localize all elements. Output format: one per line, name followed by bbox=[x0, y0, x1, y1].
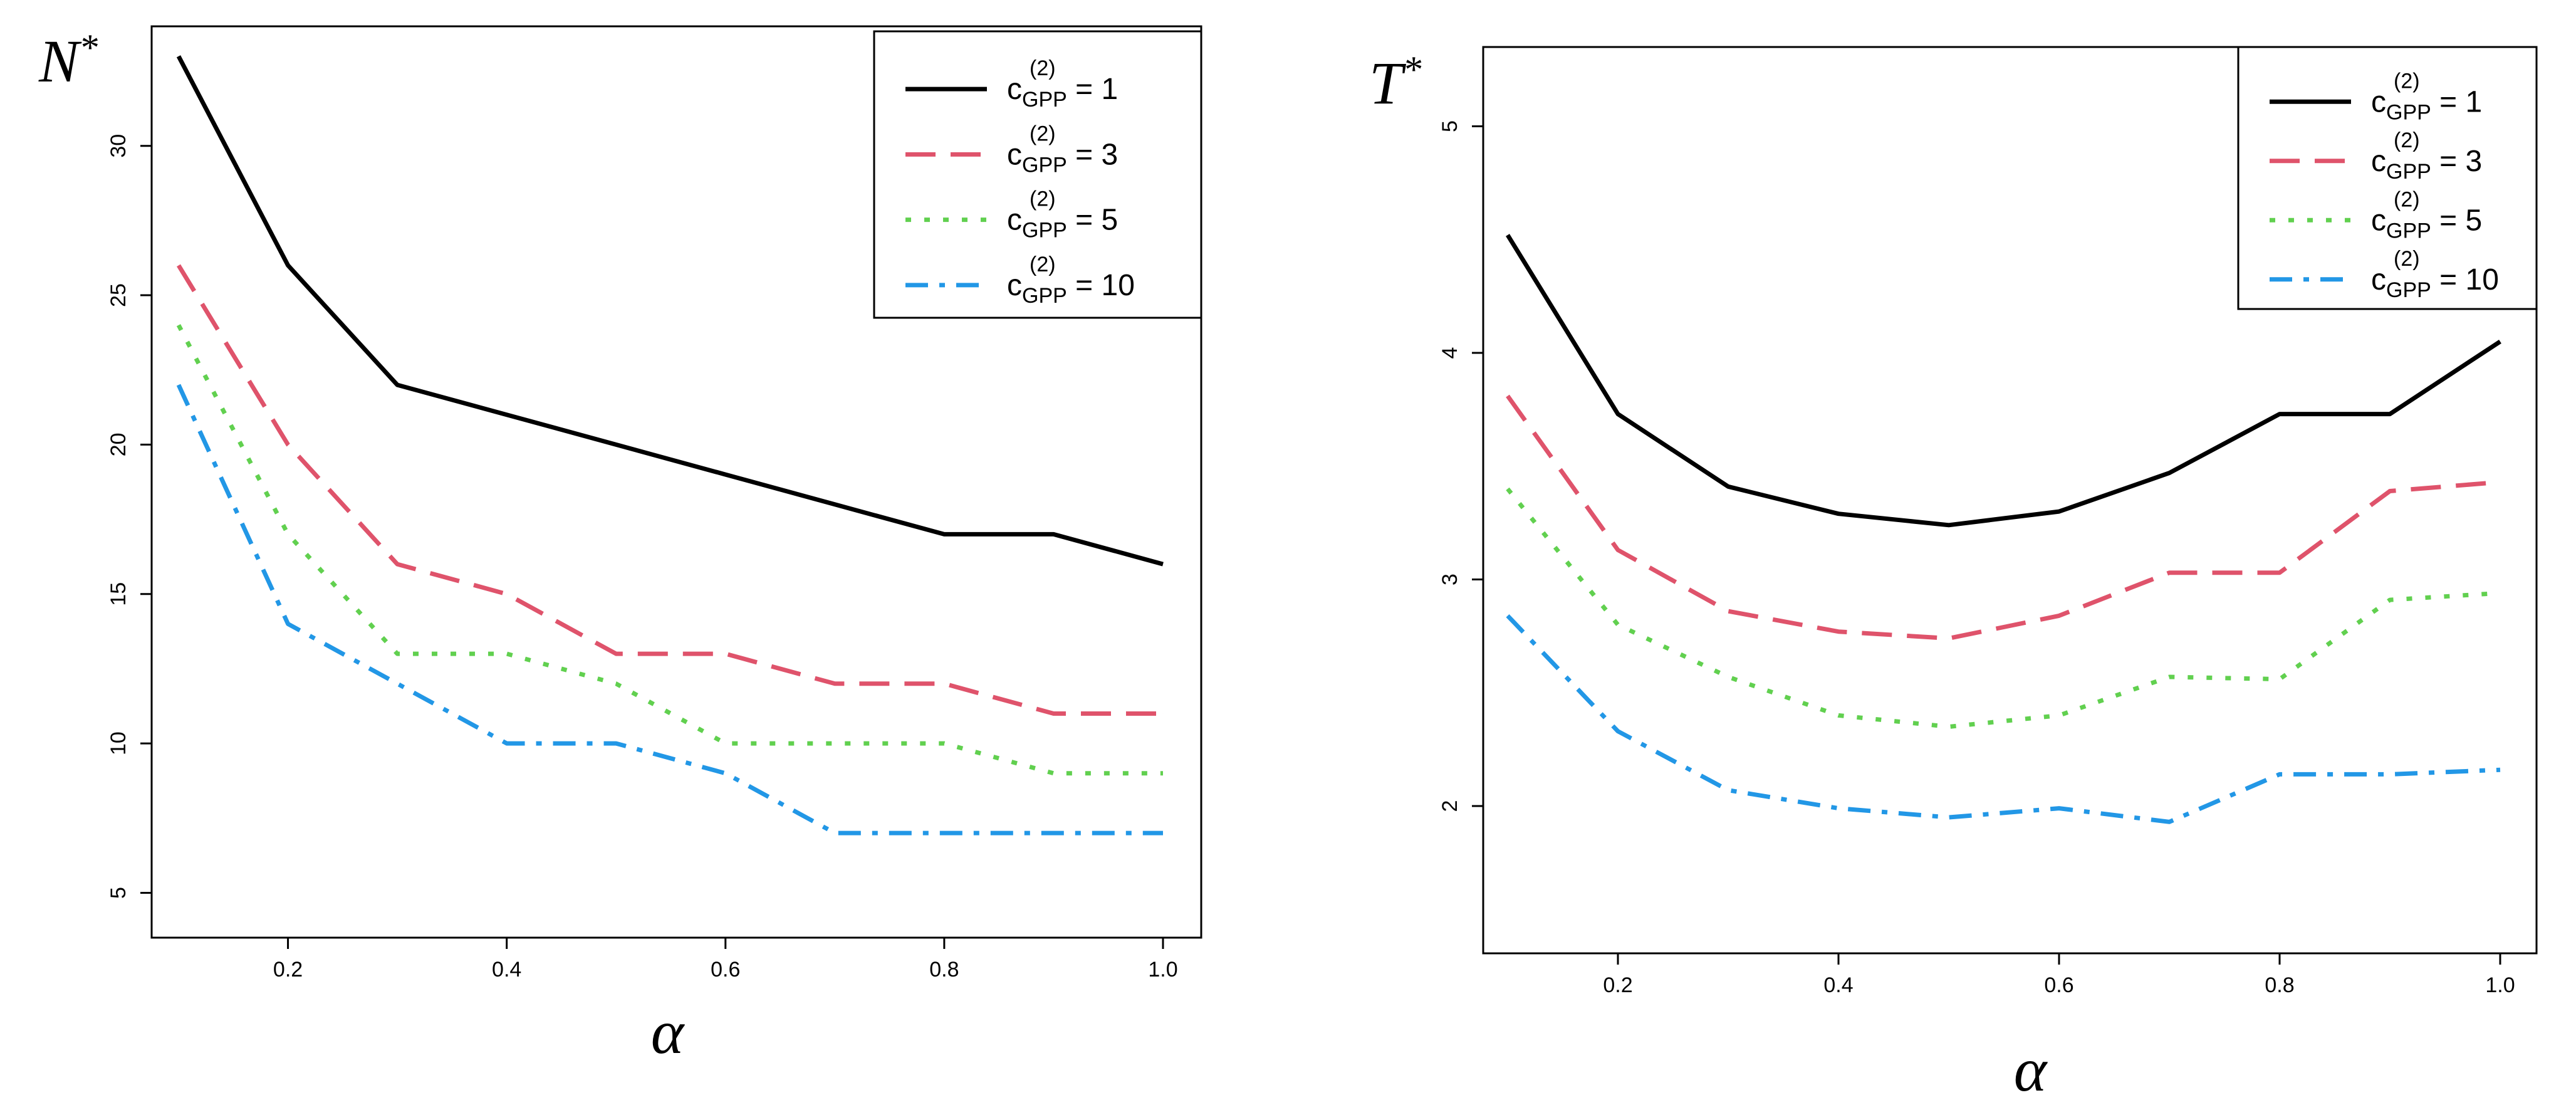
legend-sup: (2) bbox=[2394, 128, 2420, 152]
legend-c: c bbox=[2371, 145, 2386, 178]
legend-sub: GPP bbox=[2386, 278, 2431, 302]
legend-value: = 3 bbox=[1067, 138, 1118, 171]
legend-label-2: cGPP = 3 bbox=[2371, 145, 2482, 184]
y-tick-label: 10 bbox=[107, 731, 130, 755]
legend-sub: GPP bbox=[1022, 88, 1067, 112]
y-tick-label: 3 bbox=[1438, 573, 1462, 585]
series-line-1 bbox=[176, 55, 1164, 567]
legend-value: = 5 bbox=[2431, 204, 2482, 237]
x-tick-label: 0.2 bbox=[273, 958, 303, 982]
legend-sub: GPP bbox=[2386, 100, 2431, 124]
y-axis-title-sup: * bbox=[1402, 49, 1421, 90]
y-axis-title: T* bbox=[1369, 49, 1421, 117]
x-tick-label: 0.6 bbox=[2044, 973, 2073, 997]
x-tick-label: 0.4 bbox=[1823, 973, 1853, 997]
legend-label-1: cGPP = 1 bbox=[2371, 85, 2482, 124]
y-tick-label: 2 bbox=[1438, 800, 1462, 812]
legend-sub: GPP bbox=[2386, 219, 2431, 243]
legend-sub: GPP bbox=[1022, 153, 1067, 177]
plot-frame bbox=[150, 25, 1202, 939]
x-tick-label: 0.8 bbox=[929, 958, 959, 982]
series-line-4 bbox=[176, 384, 1163, 835]
x-tick-label: 0.8 bbox=[2265, 973, 2294, 997]
y-tick-label: 30 bbox=[107, 134, 130, 158]
legend-value: = 5 bbox=[1067, 204, 1118, 237]
series-line-4 bbox=[1506, 614, 2501, 824]
legend-sub: GPP bbox=[1022, 284, 1067, 308]
legend-c: c bbox=[2371, 263, 2386, 296]
legend-sup: (2) bbox=[1030, 122, 1056, 145]
legend-value: = 1 bbox=[1067, 73, 1118, 106]
legend-c: c bbox=[1007, 269, 1022, 302]
y-tick-label: 5 bbox=[107, 887, 130, 899]
legend-sub: GPP bbox=[2386, 160, 2431, 184]
legend-value: = 1 bbox=[2431, 85, 2482, 118]
x-tick-label: 1.0 bbox=[1148, 958, 1177, 982]
y-axis-title-main: N bbox=[38, 28, 82, 95]
legend-value: = 3 bbox=[2431, 145, 2482, 178]
legend-sup: (2) bbox=[1030, 187, 1056, 211]
legend-c: c bbox=[1007, 138, 1022, 171]
legend-sup: (2) bbox=[2394, 69, 2420, 93]
legend-label-3: cGPP = 5 bbox=[1007, 204, 1118, 243]
legend-sup: (2) bbox=[1030, 253, 1056, 276]
legend-sub: GPP bbox=[1022, 219, 1067, 243]
x-tick-label: 1.0 bbox=[2485, 973, 2515, 997]
legend-label-1: cGPP = 1 bbox=[1007, 73, 1118, 112]
y-tick-label: 4 bbox=[1438, 347, 1462, 359]
y-axis-title-sup: * bbox=[79, 27, 98, 68]
legend-box bbox=[2237, 46, 2538, 310]
legend-sup: (2) bbox=[1030, 56, 1056, 80]
legend-c: c bbox=[2371, 204, 2386, 237]
legend-label-4: cGPP = 10 bbox=[1007, 269, 1135, 308]
legend-c: c bbox=[1007, 204, 1022, 237]
y-axis-title-main: T bbox=[1369, 50, 1407, 117]
x-axis-title: α bbox=[2014, 1035, 2048, 1104]
series-line-1 bbox=[1506, 234, 2501, 528]
y-tick-label: 15 bbox=[107, 582, 130, 606]
x-tick-label: 0.6 bbox=[711, 958, 740, 982]
plot-frame bbox=[1482, 46, 2538, 955]
legend-c: c bbox=[2371, 85, 2386, 118]
legend-box bbox=[873, 30, 1202, 319]
y-tick-label: 20 bbox=[107, 432, 130, 456]
y-tick-label: 5 bbox=[1438, 120, 1462, 132]
legend-sup: (2) bbox=[2394, 247, 2420, 271]
series-line-2 bbox=[177, 264, 1163, 716]
x-tick-label: 0.4 bbox=[492, 958, 521, 982]
legend-value: = 10 bbox=[2431, 263, 2499, 296]
legend-sup: (2) bbox=[2394, 187, 2420, 211]
legend-c: c bbox=[1007, 73, 1022, 106]
legend-label-3: cGPP = 5 bbox=[2371, 204, 2482, 243]
legend-value: = 10 bbox=[1067, 269, 1135, 302]
series-line-2 bbox=[1506, 394, 2501, 641]
legend-label-2: cGPP = 3 bbox=[1007, 138, 1118, 177]
legend-label-4: cGPP = 10 bbox=[2371, 263, 2499, 302]
y-tick-label: 25 bbox=[107, 283, 130, 307]
x-tick-label: 0.2 bbox=[1603, 973, 1632, 997]
x-axis-title: α bbox=[651, 997, 686, 1067]
y-axis-title: N* bbox=[38, 27, 98, 95]
